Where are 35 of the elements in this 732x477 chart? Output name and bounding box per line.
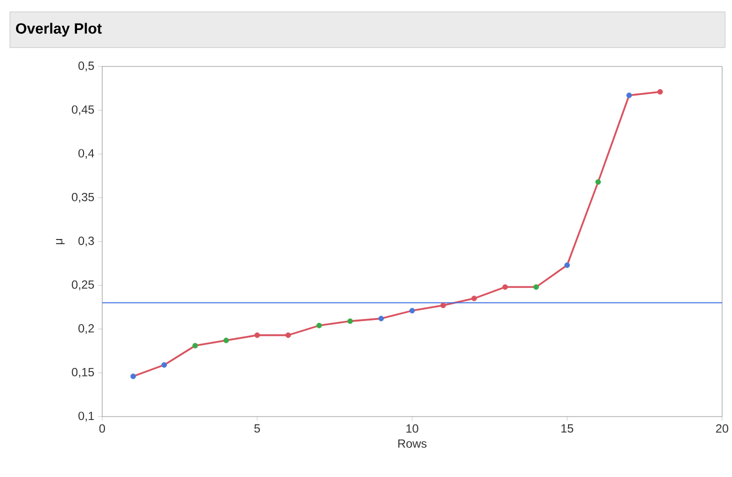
y-tick-label: 0,15 — [72, 368, 94, 378]
y-tick-label: 0,25 — [72, 280, 94, 290]
y-tick-label: 0,45 — [72, 105, 94, 116]
point — [533, 284, 539, 290]
y-tick-label: 0,5 — [78, 62, 94, 72]
point — [378, 316, 384, 322]
x-tick-label: 10 — [406, 424, 418, 433]
point — [223, 338, 229, 344]
point — [316, 322, 322, 328]
point — [564, 262, 570, 268]
point — [347, 318, 353, 324]
point — [626, 92, 632, 98]
point — [161, 362, 167, 368]
point — [595, 179, 601, 185]
point — [285, 332, 291, 338]
x-axis-title: Rows — [398, 439, 427, 448]
point — [254, 332, 260, 338]
x-tick-label: 20 — [716, 424, 728, 433]
y-tick-label: 0,3 — [78, 236, 94, 246]
point — [657, 89, 663, 95]
point — [440, 302, 446, 308]
y-axis-title: μ — [56, 238, 65, 244]
y-tick-label: 0,35 — [72, 192, 94, 203]
x-tick-label: 15 — [561, 424, 574, 433]
point — [502, 284, 508, 290]
x-tick-label: 5 — [254, 424, 260, 433]
y-tick-label: 0,4 — [78, 149, 94, 159]
point — [130, 374, 136, 380]
y-tick-label: 0,1 — [78, 412, 94, 422]
x-tick-label: 0 — [99, 424, 106, 433]
chart-title: Overlay Plot — [16, 22, 102, 37]
point — [192, 342, 198, 348]
y-tick-label: 0,2 — [78, 324, 94, 334]
point — [471, 296, 477, 302]
point — [409, 308, 415, 314]
